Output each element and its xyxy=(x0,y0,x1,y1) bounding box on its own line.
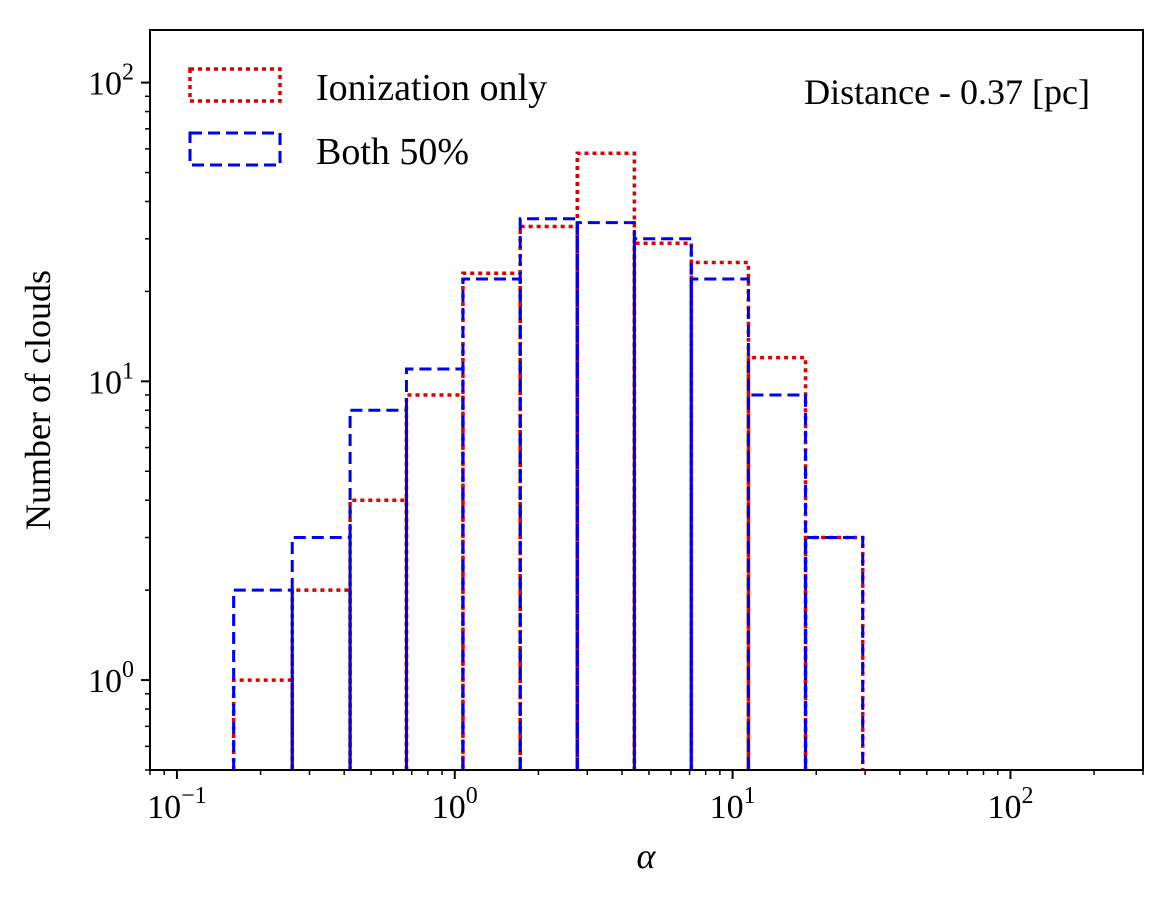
bar-ionization-only-7 xyxy=(575,151,637,770)
x-tick-label: 10−1 xyxy=(147,783,207,826)
plot-frame xyxy=(149,29,1144,771)
tick-labels: 10−1 100 101 102 100 101 102 xyxy=(88,60,1033,826)
bar-ionization-only-4 xyxy=(404,393,465,770)
bar-both-50-11 xyxy=(804,536,865,770)
bar-ionization-only-11 xyxy=(803,535,865,770)
bar-ionization-only-3 xyxy=(348,498,409,770)
bar-ionization-only-8 xyxy=(632,241,694,770)
bar-both-50-2 xyxy=(290,536,352,770)
bar-ionization-only-6 xyxy=(518,224,580,770)
y-tick-label: 101 xyxy=(88,358,134,401)
bar-ionization-only-1 xyxy=(231,678,294,770)
legend-label-ionization-only: Ionization only xyxy=(316,67,547,109)
x-tick-label: 102 xyxy=(987,783,1033,826)
bars-layer xyxy=(231,151,865,770)
bar-both-50-1 xyxy=(232,588,294,770)
x-tick-label: 101 xyxy=(710,783,756,826)
bar-both-50-3 xyxy=(348,408,408,770)
bar-both-50-10 xyxy=(746,393,808,770)
ticks-layer xyxy=(141,81,1144,779)
y-axis-label: Number of clouds xyxy=(18,270,58,530)
y-tick-label: 100 xyxy=(88,657,134,700)
distance-annotation: Distance - 0.37 [pc] xyxy=(804,72,1090,112)
bar-both-50-6 xyxy=(518,217,579,770)
bar-both-50-5 xyxy=(461,277,522,770)
legend: Ionization only Both 50% xyxy=(188,67,547,173)
bar-ionization-only-9 xyxy=(689,260,751,770)
legend-label-both-50: Both 50% xyxy=(316,131,469,173)
bar-both-50-4 xyxy=(404,367,465,770)
x-axis-label: α xyxy=(637,836,657,876)
bar-both-50-8 xyxy=(632,237,693,770)
bar-ionization-only-2 xyxy=(290,588,352,770)
bar-both-50-7 xyxy=(575,221,636,770)
x-tick-label: 100 xyxy=(432,783,478,826)
bar-ionization-only-10 xyxy=(746,355,808,770)
bar-both-50-9 xyxy=(689,277,750,770)
legend-swatch-both-50 xyxy=(188,131,282,167)
legend-swatch-ionization-only xyxy=(188,67,282,103)
bar-ionization-only-5 xyxy=(461,271,522,770)
y-tick-label: 102 xyxy=(88,60,134,103)
